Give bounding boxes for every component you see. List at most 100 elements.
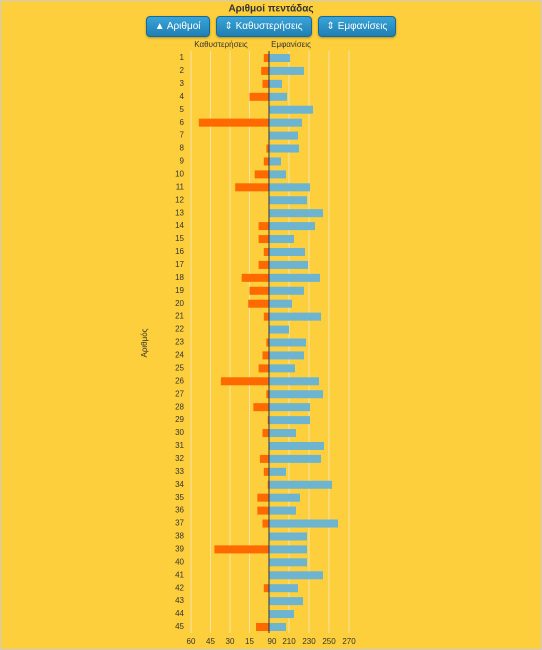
bar [269, 170, 286, 179]
bar [235, 183, 269, 192]
bar [269, 196, 307, 205]
y-tick-label: 42 [175, 583, 184, 592]
y-tick-label: 8 [180, 144, 185, 153]
y-tick-label: 39 [175, 545, 184, 554]
bar [248, 299, 269, 308]
y-tick-label: 36 [175, 506, 184, 515]
bar [262, 429, 269, 438]
bar [249, 286, 269, 295]
bar [269, 584, 298, 593]
bar [269, 429, 296, 438]
sort-button[interactable]: ▲ Αριθμοί [145, 16, 210, 37]
bar [269, 377, 319, 386]
y-tick-label: 2 [180, 66, 185, 75]
bar [262, 519, 269, 528]
bar [257, 493, 269, 502]
bar [269, 403, 310, 412]
y-tick-label: 10 [175, 169, 184, 178]
bar [266, 144, 269, 153]
bar [269, 454, 321, 463]
bar [249, 92, 269, 101]
y-tick-label: 15 [175, 234, 184, 243]
left-header: Καθυστερήσεις [194, 40, 248, 49]
x-tick-label: 270 [342, 637, 356, 646]
sort-button[interactable]: ⇕ Καθυστερήσεις [215, 16, 312, 37]
bar [269, 351, 304, 360]
y-tick-label: 19 [175, 286, 184, 295]
bar [198, 118, 269, 127]
x-tick-label: 30 [226, 637, 235, 646]
bar [269, 532, 307, 541]
bar [214, 545, 269, 554]
y-tick-label: 22 [175, 325, 184, 334]
bar [263, 54, 269, 62]
bar [269, 325, 289, 334]
y-tick-label: 17 [175, 260, 184, 269]
y-tick-label: 35 [175, 493, 184, 502]
y-tick-label: 28 [175, 402, 184, 411]
bar [253, 403, 269, 412]
bar [258, 235, 269, 244]
bar [269, 390, 323, 399]
y-tick-label: 32 [175, 454, 184, 463]
y-tick-label: 20 [175, 299, 184, 308]
y-tick-label: 24 [175, 351, 184, 360]
bar [269, 545, 307, 554]
y-tick-label: 4 [180, 92, 185, 101]
y-tick-label: 29 [175, 415, 184, 424]
y-tick-label: 25 [175, 363, 184, 372]
x-tick-label: 210 [282, 637, 296, 646]
y-tick-label: 37 [175, 519, 184, 528]
y-tick-label: 43 [175, 596, 184, 605]
bar [263, 157, 269, 166]
y-tick-label: 26 [175, 376, 184, 385]
y-tick-label: 30 [175, 428, 184, 437]
bar [269, 480, 332, 489]
y-tick-label: 11 [176, 182, 185, 191]
bar [269, 79, 282, 88]
bar [263, 584, 269, 593]
bar [263, 312, 269, 321]
y-tick-label: 31 [175, 441, 184, 450]
bar [269, 416, 310, 425]
bar [269, 597, 303, 606]
y-tick-label: 7 [180, 131, 185, 140]
x-tick-label: 90 [268, 637, 277, 646]
y-tick-label: 16 [175, 247, 184, 256]
y-axis-label: Αριθμός [140, 328, 149, 357]
bar [269, 118, 302, 127]
x-tick-label: 230 [302, 637, 316, 646]
bar [269, 235, 294, 244]
bar [258, 222, 269, 231]
bar [261, 66, 269, 75]
y-tick-label: 38 [175, 532, 184, 541]
y-tick-label: 44 [175, 609, 184, 618]
bar [269, 467, 286, 476]
bar [266, 338, 269, 347]
bar [269, 610, 294, 619]
y-tick-label: 13 [175, 208, 184, 217]
bar [258, 260, 269, 269]
chart-title: Αριθμοί πεντάδας [228, 4, 313, 15]
bar [241, 273, 269, 282]
bar [257, 506, 269, 515]
bar [269, 247, 305, 256]
bar [254, 170, 269, 179]
bar [263, 467, 269, 476]
bar [269, 286, 304, 295]
bar [267, 480, 269, 489]
bar [258, 364, 269, 373]
bar [269, 54, 290, 62]
sort-button[interactable]: ⇕ Εμφανίσεις [317, 16, 397, 37]
bar [256, 623, 269, 631]
bar [269, 299, 292, 308]
bar [269, 441, 324, 450]
bar [269, 273, 320, 282]
bar [269, 92, 287, 101]
y-tick-label: 6 [180, 118, 185, 127]
bar [269, 519, 338, 528]
bar [269, 183, 310, 192]
bar [269, 623, 286, 631]
